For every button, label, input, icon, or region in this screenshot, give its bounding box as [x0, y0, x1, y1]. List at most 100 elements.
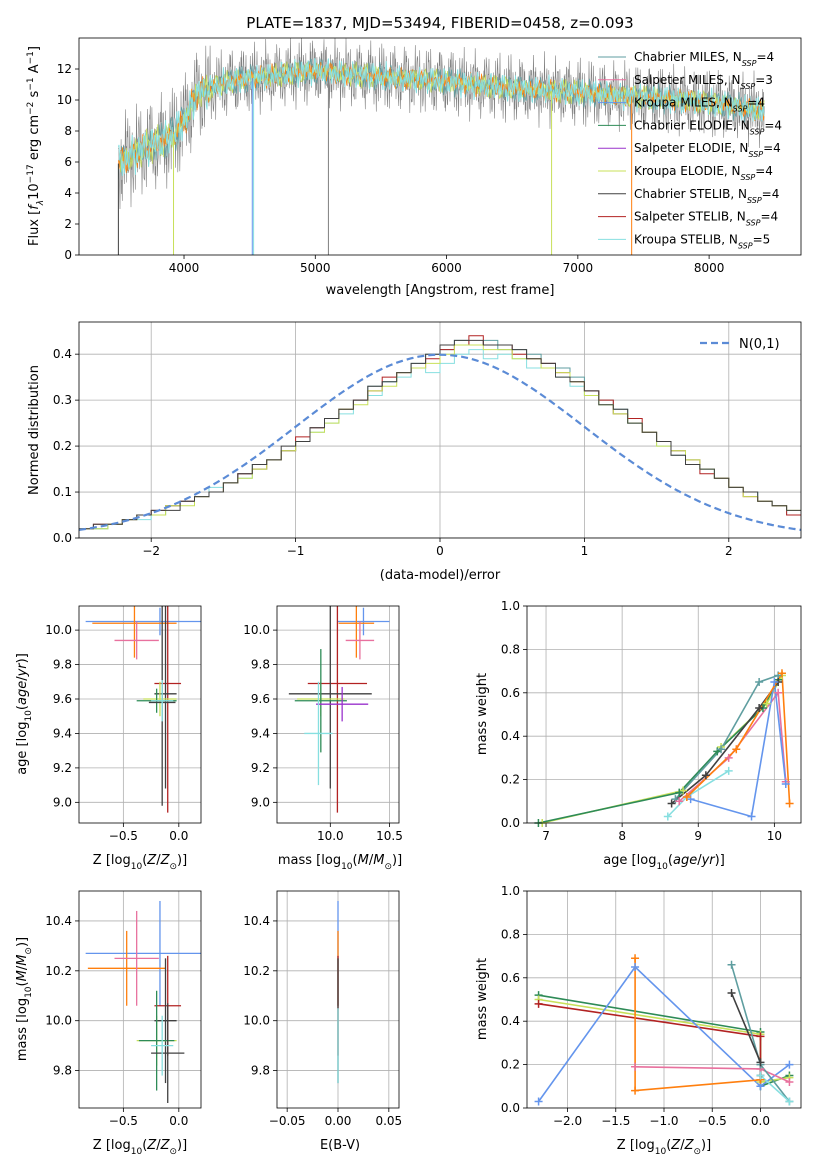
weight-line-kroupa-stelib — [759, 1074, 790, 1103]
y-tick-label: 10 — [57, 93, 72, 107]
y-tick-label: 0.2 — [501, 773, 520, 787]
axes-frame — [276, 890, 400, 1109]
axes-frame — [78, 890, 202, 1109]
y-tick-label: 1.0 — [501, 599, 520, 613]
axes-frame — [526, 890, 802, 1109]
y-tick-label: 10.0 — [243, 1014, 270, 1028]
y-tick-label: 12 — [57, 62, 72, 76]
normal-curve — [79, 353, 801, 531]
weight-marker — [747, 812, 756, 821]
panel-age-vs-z: −0.5 0.0 9.0 9.2 9.4 9.6 9.8 10.0 Z [log10(Z/Z⊙)… — [15, 605, 202, 872]
y-tick-label: 9.2 — [53, 761, 72, 775]
weight-marker — [667, 799, 676, 808]
panel-spectrum: 4000 5000 6000 7000 8000 0 2 4 6 8 10 12 Chabrier MI… — [26, 37, 802, 298]
x-axis-label: mass [log10(M/M⊙)] — [278, 853, 402, 872]
weight-marker — [631, 954, 640, 963]
weight-line-chabrier-miles — [674, 674, 779, 800]
x-axis-label: Z [log10(Z/Z⊙)] — [93, 853, 187, 872]
axes-frame — [526, 605, 802, 824]
y-tick-label: 10.2 — [243, 964, 270, 978]
y-axis-label: age [log10(age/yr)] — [15, 653, 34, 775]
y-tick-label: 0.2 — [53, 439, 72, 453]
y-tick-label: 0.4 — [501, 1014, 520, 1028]
y-axis-label: mass weight — [475, 958, 490, 1040]
weight-marker — [756, 1058, 765, 1067]
weight-line-kroupa-miles — [690, 681, 787, 818]
panel-age-vs-mass: 10.0 10.5 9.0 9.2 9.4 9.6 9.8 10.0 mass [log10(M… — [243, 605, 403, 872]
y-tick-label: 2 — [64, 217, 72, 231]
x-tick-label: −0.5 — [109, 1114, 138, 1128]
x-tick-label: 10 — [767, 829, 782, 843]
weight-marker — [785, 1097, 794, 1106]
weight-marker — [785, 1060, 794, 1069]
x-axis-label: (data-model)/error — [380, 568, 501, 583]
x-tick-label: −0.05 — [269, 1114, 306, 1128]
y-tick-label: 9.0 — [251, 795, 270, 809]
x-tick-label: 10.5 — [376, 829, 403, 843]
weight-marker — [631, 1062, 640, 1071]
weight-marker — [777, 669, 786, 678]
y-tick-label: 0.8 — [501, 642, 520, 656]
x-axis-label: Z [log10(Z/Z⊙)] — [93, 1138, 187, 1157]
y-tick-label: 9.2 — [251, 761, 270, 775]
x-tick-label: 7 — [542, 829, 550, 843]
weight-marker — [770, 677, 779, 686]
y-tick-label: 10.4 — [243, 914, 270, 928]
y-tick-label: 6 — [64, 155, 72, 169]
y-tick-label: 1.0 — [501, 884, 520, 898]
weight-marker — [755, 677, 764, 686]
x-tick-label: 8 — [618, 829, 626, 843]
x-tick-label: −1 — [287, 544, 305, 558]
weight-marker — [631, 1086, 640, 1095]
x-axis-label: age [log10(age/yr)] — [603, 853, 725, 872]
x-axis-label: wavelength [Angstrom, rest frame] — [326, 283, 555, 298]
axes-frame — [78, 37, 802, 256]
panel-mass-vs-z: −0.5 0.0 9.8 10.0 10.2 10.4 Z [log10(Z/Z⊙)] mas… — [15, 890, 202, 1157]
plot-area-residuals — [79, 322, 801, 538]
weight-marker — [785, 1077, 794, 1086]
y-tick-label: 9.8 — [53, 658, 72, 672]
y-tick-label: 10.0 — [45, 623, 72, 637]
panel-massweight-vs-z: −2.0 −1.5 −1.0 −0.5 0.0 0.0 0.2 0.4 0.6 0.8 1.0 Z [… — [475, 884, 802, 1157]
x-tick-label: 0 — [436, 544, 444, 558]
weight-marker — [717, 745, 726, 754]
plot-area-age-vs-z — [79, 606, 201, 823]
y-tick-label: 0.0 — [53, 531, 72, 545]
legend-entry: N(0,1) — [739, 337, 780, 352]
plot-area-spectrum — [117, 38, 765, 255]
spectrum-legend: Chabrier MILES, NSSP=4 Salpeter MILES, NS… — [598, 50, 782, 250]
x-tick-label: 1 — [581, 544, 589, 558]
weight-marker — [785, 799, 794, 808]
y-tick-label: 10.0 — [45, 1014, 72, 1028]
x-tick-label: 8000 — [694, 261, 725, 275]
y-tick-label: 4 — [64, 186, 72, 200]
y-axis-label: mass [log10(M/M⊙)] — [15, 937, 34, 1061]
y-tick-label: 8 — [64, 124, 72, 138]
legend-entry: Salpeter MILES, NSSP=3 — [634, 73, 773, 91]
legend-entry: Salpeter STELIB, NSSP=4 — [634, 210, 778, 228]
x-axis-label: Z [log10(Z/Z⊙)] — [617, 1138, 711, 1157]
y-tick-label: 9.8 — [251, 658, 270, 672]
y-tick-label: 0 — [64, 248, 72, 262]
y-tick-label: 0.4 — [501, 729, 520, 743]
x-tick-label: 7000 — [563, 261, 594, 275]
weight-marker — [675, 797, 684, 806]
weight-marker — [755, 703, 764, 712]
weight-marker — [727, 988, 736, 997]
y-tick-label: 10.4 — [45, 914, 72, 928]
y-tick-label: 10.2 — [45, 964, 72, 978]
legend-entry: Salpeter ELODIE, NSSP=4 — [634, 141, 781, 159]
y-tick-label: 0.1 — [53, 485, 72, 499]
weight-marker — [663, 812, 672, 821]
weight-marker — [675, 788, 684, 797]
x-tick-label: 0.0 — [169, 829, 188, 843]
axes-frame — [78, 321, 802, 539]
x-tick-label: 2 — [725, 544, 733, 558]
weight-marker — [701, 771, 710, 780]
legend-entry: Chabrier STELIB, NSSP=4 — [634, 187, 779, 205]
legend-entry: Kroupa MILES, NSSP=4 — [634, 96, 765, 114]
y-tick-label: 0.6 — [501, 971, 520, 985]
y-axis-label: mass weight — [475, 673, 490, 755]
weight-marker — [756, 1032, 765, 1041]
y-tick-label: 9.0 — [53, 795, 72, 809]
